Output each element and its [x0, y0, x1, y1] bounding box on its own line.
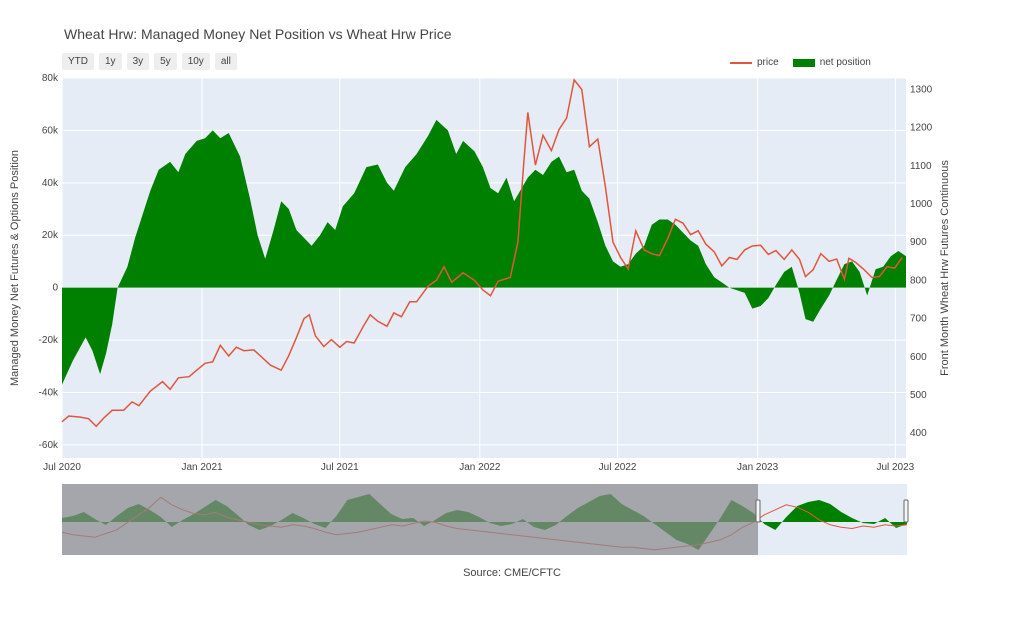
x-tick-label: Jul 2020 — [43, 462, 81, 473]
price-line — [61, 78, 903, 428]
x-tick-label: Jan 2022 — [459, 462, 501, 473]
y-tick-label: 20k — [42, 230, 59, 241]
y2-tick-label: 900 — [910, 237, 927, 248]
navigator-unselected-mask — [62, 484, 758, 555]
legend: price net position — [730, 57, 871, 68]
y-tick-label: -40k — [39, 387, 59, 398]
y2-tick-label: 1300 — [910, 84, 933, 95]
x-tick-label: Jan 2023 — [737, 462, 779, 473]
legend-item-price[interactable]: price — [730, 57, 779, 68]
navigator-left-handle[interactable] — [755, 499, 761, 523]
legend-net-label: net position — [819, 57, 871, 68]
y2-tick-label: 500 — [910, 390, 927, 401]
y2-tick-label: 1200 — [910, 123, 933, 134]
range-all-button[interactable]: all — [214, 53, 237, 70]
y2-tick-label: 1000 — [910, 199, 933, 210]
y-tick-label: 40k — [42, 178, 59, 189]
range-selector: YTD 1y 3y 5y 10y all — [62, 53, 237, 70]
y-tick-label: -60k — [39, 440, 59, 451]
legend-item-net-position[interactable]: net position — [792, 57, 871, 68]
y-tick-label: 60k — [42, 125, 59, 136]
range-3y-button[interactable]: 3y — [126, 53, 150, 70]
x-tick-label: Jul 2022 — [599, 462, 637, 473]
range-1y-button[interactable]: 1y — [99, 53, 122, 70]
x-tick-label: Jul 2021 — [321, 462, 359, 473]
y2-axis-title: Front Month Wheat Hrw Futures Continuous — [939, 160, 951, 376]
y2-tick-label: 600 — [910, 352, 927, 363]
range-5y-button[interactable]: 5y — [154, 53, 177, 70]
navigator-right-handle[interactable] — [903, 499, 909, 523]
y2-tick-label: 1100 — [910, 161, 932, 172]
y-tick-label: 80k — [42, 73, 59, 84]
net-position-area — [62, 119, 906, 385]
range-10y-button[interactable]: 10y — [181, 53, 210, 70]
legend-price-label: price — [757, 57, 779, 68]
y2-tick-label: 400 — [910, 428, 927, 439]
y-tick-label: 0 — [52, 283, 58, 294]
x-tick-label: Jul 2023 — [876, 462, 914, 473]
source-note: Source: CME/CFTC — [463, 567, 561, 579]
y-axis-title: Managed Money Net Futures & Options Posi… — [9, 150, 21, 386]
x-tick-label: Jan 2021 — [181, 462, 223, 473]
price-swatch — [730, 61, 752, 64]
y2-tick-label: 800 — [910, 275, 927, 286]
y-tick-label: -20k — [39, 335, 59, 346]
range-ytd-button[interactable]: YTD — [62, 53, 94, 70]
chart-title: Wheat Hrw: Managed Money Net Position vs… — [64, 26, 452, 42]
net-position-swatch — [792, 58, 815, 67]
y2-tick-label: 700 — [910, 314, 927, 325]
